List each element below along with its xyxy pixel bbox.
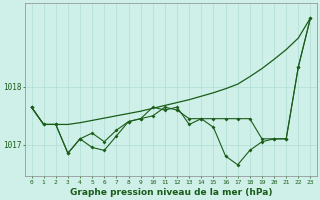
X-axis label: Graphe pression niveau de la mer (hPa): Graphe pression niveau de la mer (hPa) — [70, 188, 272, 197]
